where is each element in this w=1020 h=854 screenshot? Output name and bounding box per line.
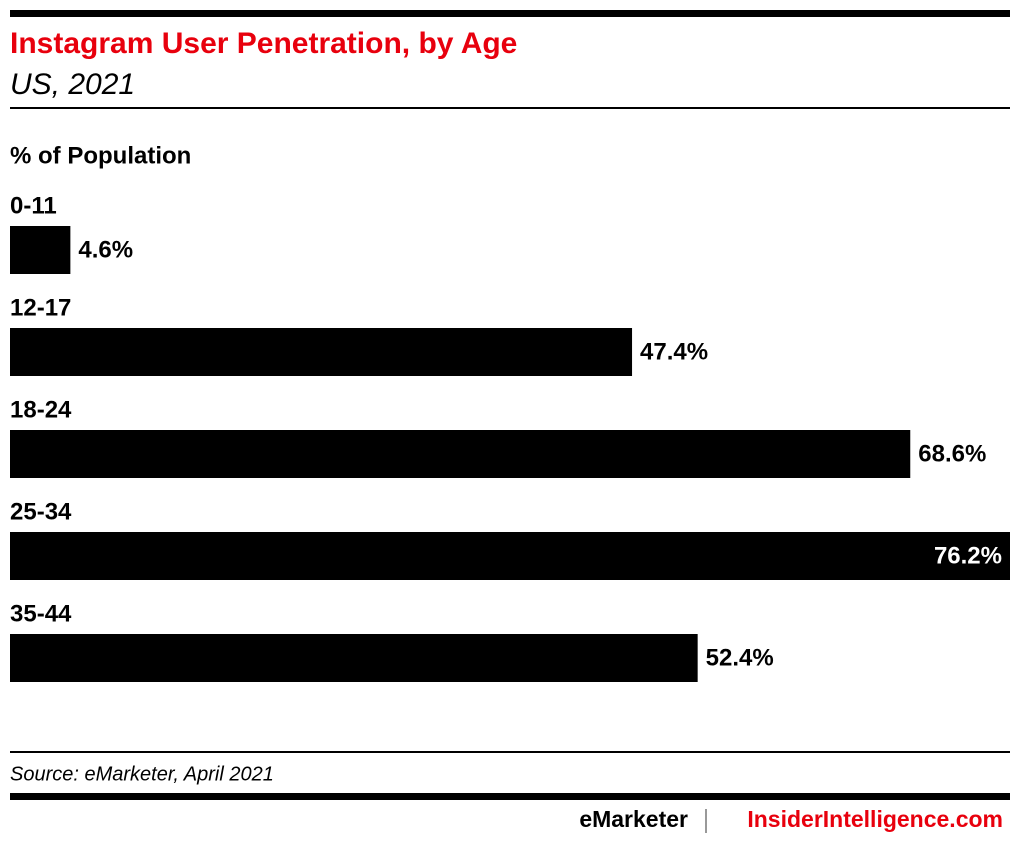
bar: [10, 634, 698, 682]
source: Source: eMarketer, April 2021: [10, 763, 274, 785]
bar: [10, 226, 71, 274]
brand: eMarketer: [579, 806, 688, 832]
value-label: 52.4%: [706, 644, 774, 671]
bar: [10, 328, 633, 376]
category-label: 12-17: [10, 294, 71, 321]
value-label: 4.6%: [78, 236, 133, 263]
bar: [10, 430, 911, 478]
value-label: 47.4%: [640, 338, 708, 365]
bottom-rule: [10, 793, 1010, 800]
brand-site: InsiderIntelligence.com: [747, 806, 1003, 832]
bar: [10, 532, 1010, 580]
value-axis-label: % of Population: [10, 142, 191, 169]
category-label: 18-24: [10, 396, 72, 423]
value-label: 68.6%: [918, 440, 986, 467]
category-label: 0-11: [10, 192, 57, 219]
category-label: 25-34: [10, 498, 72, 525]
chart-title: Instagram User Penetration, by Age: [10, 27, 517, 60]
chart-subtitle: US, 2021: [10, 68, 135, 101]
top-rule: [10, 10, 1010, 17]
category-label: 35-44: [10, 600, 72, 627]
value-label: 76.2%: [934, 542, 1002, 569]
